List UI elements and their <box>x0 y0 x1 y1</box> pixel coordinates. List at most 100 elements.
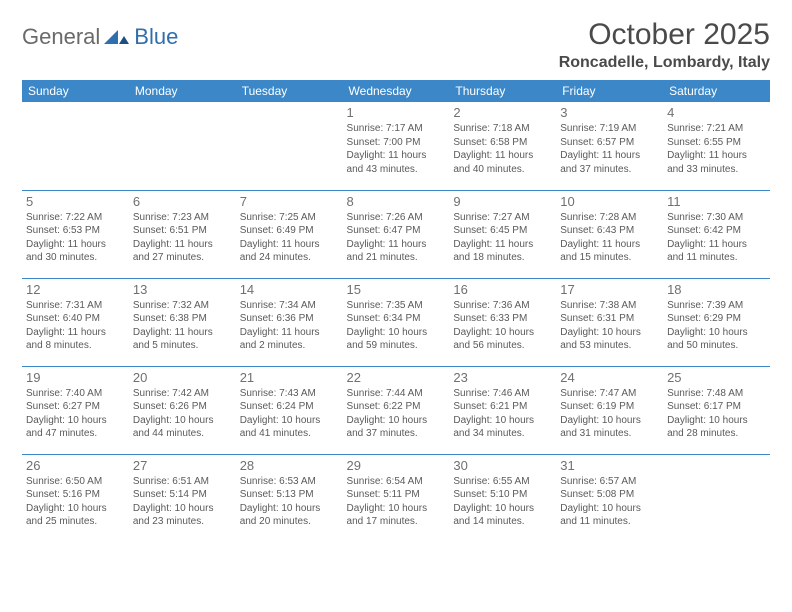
day-header-sunday: Sunday <box>22 80 129 102</box>
calendar-day: 27Sunrise: 6:51 AMSunset: 5:14 PMDayligh… <box>129 454 236 542</box>
day-number: 15 <box>347 282 446 297</box>
day-info: Sunrise: 7:47 AMSunset: 6:19 PMDaylight:… <box>560 387 659 441</box>
day-header-tuesday: Tuesday <box>236 80 343 102</box>
calendar-empty <box>129 102 236 190</box>
day-info: Sunrise: 7:30 AMSunset: 6:42 PMDaylight:… <box>667 211 766 265</box>
calendar-day: 15 Sunrise: 7:35 AMSunset: 6:34 PMDayligh… <box>343 278 450 366</box>
day-info: Sunrise: 7:19 AMSunset: 6:57 PMDaylight:… <box>560 122 659 176</box>
calendar-week: 12 Sunrise: 7:31 AMSunset: 6:40 PMDayligh… <box>22 278 770 366</box>
day-number: 22 <box>347 370 446 385</box>
month-title: October 2025 <box>559 18 770 52</box>
day-number: 9 <box>453 194 552 209</box>
day-info: Sunrise: 7:46 AMSunset: 6:21 PMDaylight:… <box>453 387 552 441</box>
calendar-week: 26 Sunrise: 6:50 AMSunset: 5:16 PMDayligh… <box>22 454 770 542</box>
day-info: Sunrise: 7:43 AMSunset: 6:24 PMDaylight:… <box>240 387 339 441</box>
day-number: 21 <box>240 370 339 385</box>
day-info: Sunrise: 7:21 AMSunset: 6:55 PMDaylight:… <box>667 122 766 176</box>
calendar-day: 29 Sunrise: 6:54 AMSunset: 5:11 PMDayligh… <box>343 454 450 542</box>
calendar-day: 8 Sunrise: 7:26 AMSunset: 6:47 PMDaylight… <box>343 190 450 278</box>
day-info: Sunrise: 7:26 AMSunset: 6:47 PMDaylight:… <box>347 211 446 265</box>
calendar-day: 17 Sunrise: 7:38 AMSunset: 6:31 PMDayligh… <box>556 278 663 366</box>
day-number: 16 <box>453 282 552 297</box>
day-number: 2 <box>453 105 552 120</box>
day-info: Sunrise: 6:53 AMSunset: 5:13 PMDaylight:… <box>240 475 339 529</box>
day-number: 20 <box>133 370 232 385</box>
calendar-day: 28 Sunrise: 6:53 AMSunset: 5:13 PMDayligh… <box>236 454 343 542</box>
day-info: Sunrise: 7:38 AMSunset: 6:31 PMDaylight:… <box>560 299 659 353</box>
day-number: 31 <box>560 458 659 473</box>
calendar-empty <box>22 102 129 190</box>
calendar-day: 30Sunrise: 6:55 AMSunset: 5:10 PMDayligh… <box>449 454 556 542</box>
day-number: 28 <box>240 458 339 473</box>
calendar-day: 21 Sunrise: 7:43 AMSunset: 6:24 PMDayligh… <box>236 366 343 454</box>
calendar-empty <box>236 102 343 190</box>
day-info: Sunrise: 7:42 AMSunset: 6:26 PMDaylight:… <box>133 387 232 441</box>
day-number: 8 <box>347 194 446 209</box>
day-info: Sunrise: 7:28 AMSunset: 6:43 PMDaylight:… <box>560 211 659 265</box>
calendar-day: 16 Sunrise: 7:36 AMSunset: 6:33 PMDayligh… <box>449 278 556 366</box>
calendar-day: 18 Sunrise: 7:39 AMSunset: 6:29 PMDayligh… <box>663 278 770 366</box>
day-info: Sunrise: 7:39 AMSunset: 6:29 PMDaylight:… <box>667 299 766 353</box>
day-info: Sunrise: 6:50 AMSunset: 5:16 PMDaylight:… <box>26 475 125 529</box>
day-header-thursday: Thursday <box>449 80 556 102</box>
day-number: 4 <box>667 105 766 120</box>
calendar-empty <box>663 454 770 542</box>
day-header-wednesday: Wednesday <box>343 80 450 102</box>
day-info: Sunrise: 7:25 AMSunset: 6:49 PMDaylight:… <box>240 211 339 265</box>
day-info: Sunrise: 7:48 AMSunset: 6:17 PMDaylight:… <box>667 387 766 441</box>
day-info: Sunrise: 7:34 AMSunset: 6:36 PMDaylight:… <box>240 299 339 353</box>
calendar-table: SundayMondayTuesdayWednesdayThursdayFrid… <box>22 80 770 542</box>
calendar-day: 7Sunrise: 7:25 AMSunset: 6:49 PMDaylight… <box>236 190 343 278</box>
day-info: Sunrise: 7:36 AMSunset: 6:33 PMDaylight:… <box>453 299 552 353</box>
day-number: 5 <box>26 194 125 209</box>
calendar-day: 14 Sunrise: 7:34 AMSunset: 6:36 PMDayligh… <box>236 278 343 366</box>
day-number: 10 <box>560 194 659 209</box>
header: General Blue October 2025 Roncadelle, Lo… <box>22 18 770 72</box>
calendar-head: SundayMondayTuesdayWednesdayThursdayFrid… <box>22 80 770 102</box>
calendar-day: 4 Sunrise: 7:21 AMSunset: 6:55 PMDaylight… <box>663 102 770 190</box>
day-number: 6 <box>133 194 232 209</box>
calendar-day: 11 Sunrise: 7:30 AMSunset: 6:42 PMDayligh… <box>663 190 770 278</box>
day-info: Sunrise: 7:23 AMSunset: 6:51 PMDaylight:… <box>133 211 232 265</box>
calendar-day: 24 Sunrise: 7:47 AMSunset: 6:19 PMDayligh… <box>556 366 663 454</box>
day-info: Sunrise: 6:55 AMSunset: 5:10 PMDaylight:… <box>453 475 552 529</box>
day-number: 27 <box>133 458 232 473</box>
day-number: 14 <box>240 282 339 297</box>
day-number: 1 <box>347 105 446 120</box>
logo: General Blue <box>22 18 178 50</box>
day-info: Sunrise: 7:18 AMSunset: 6:58 PMDaylight:… <box>453 122 552 176</box>
day-number: 18 <box>667 282 766 297</box>
day-header-monday: Monday <box>129 80 236 102</box>
day-number: 26 <box>26 458 125 473</box>
calendar-day: 12 Sunrise: 7:31 AMSunset: 6:40 PMDayligh… <box>22 278 129 366</box>
calendar-day: 31Sunrise: 6:57 AMSunset: 5:08 PMDayligh… <box>556 454 663 542</box>
day-info: Sunrise: 7:44 AMSunset: 6:22 PMDaylight:… <box>347 387 446 441</box>
day-number: 3 <box>560 105 659 120</box>
day-info: Sunrise: 7:17 AMSunset: 7:00 PMDaylight:… <box>347 122 446 176</box>
day-number: 25 <box>667 370 766 385</box>
day-number: 17 <box>560 282 659 297</box>
day-header-row: SundayMondayTuesdayWednesdayThursdayFrid… <box>22 80 770 102</box>
title-block: October 2025 Roncadelle, Lombardy, Italy <box>559 18 770 72</box>
day-number: 24 <box>560 370 659 385</box>
day-number: 29 <box>347 458 446 473</box>
day-info: Sunrise: 7:31 AMSunset: 6:40 PMDaylight:… <box>26 299 125 353</box>
calendar-day: 5Sunrise: 7:22 AMSunset: 6:53 PMDaylight… <box>22 190 129 278</box>
day-number: 23 <box>453 370 552 385</box>
calendar-day: 25 Sunrise: 7:48 AMSunset: 6:17 PMDayligh… <box>663 366 770 454</box>
day-number: 11 <box>667 194 766 209</box>
calendar-day: 10 Sunrise: 7:28 AMSunset: 6:43 PMDayligh… <box>556 190 663 278</box>
calendar-day: 23 Sunrise: 7:46 AMSunset: 6:21 PMDayligh… <box>449 366 556 454</box>
day-number: 12 <box>26 282 125 297</box>
day-number: 13 <box>133 282 232 297</box>
logo-text-blue: Blue <box>134 24 178 50</box>
day-info: Sunrise: 7:27 AMSunset: 6:45 PMDaylight:… <box>453 211 552 265</box>
location: Roncadelle, Lombardy, Italy <box>559 54 770 72</box>
day-info: Sunrise: 7:35 AMSunset: 6:34 PMDaylight:… <box>347 299 446 353</box>
calendar-day: 1 Sunrise: 7:17 AMSunset: 7:00 PMDaylight… <box>343 102 450 190</box>
calendar-day: 20 Sunrise: 7:42 AMSunset: 6:26 PMDayligh… <box>129 366 236 454</box>
calendar-week: 5Sunrise: 7:22 AMSunset: 6:53 PMDaylight… <box>22 190 770 278</box>
day-info: Sunrise: 6:54 AMSunset: 5:11 PMDaylight:… <box>347 475 446 529</box>
calendar-day: 13Sunrise: 7:32 AMSunset: 6:38 PMDayligh… <box>129 278 236 366</box>
calendar-day: 9 Sunrise: 7:27 AMSunset: 6:45 PMDaylight… <box>449 190 556 278</box>
